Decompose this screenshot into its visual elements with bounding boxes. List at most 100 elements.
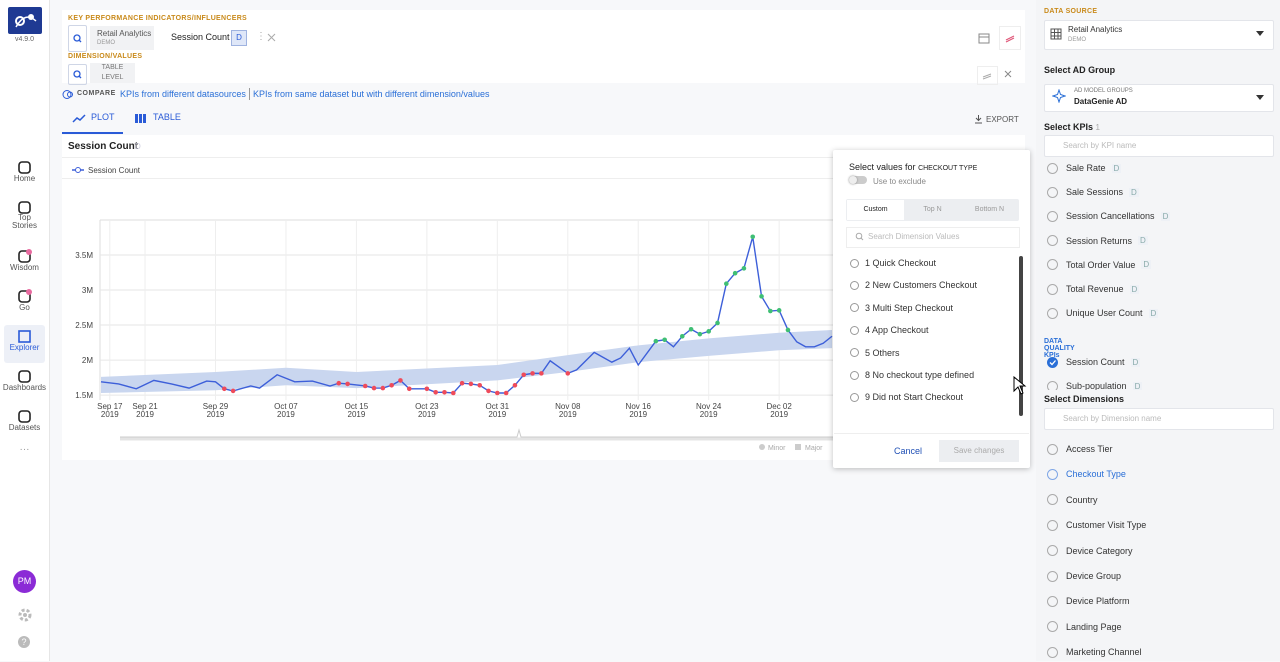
anomaly-marker — [222, 386, 227, 392]
kpi-item[interactable]: Session Returns D — [1044, 231, 1274, 251]
dimension-item[interactable]: Checkout Type — [1044, 464, 1274, 484]
cancel-button[interactable]: Cancel — [894, 446, 923, 456]
popup-value[interactable]: 5 Others — [850, 345, 1015, 361]
dim-search-button[interactable] — [68, 64, 87, 85]
kpi-item[interactable]: Total Revenue D — [1044, 279, 1274, 299]
toggle-label: Use to exclude — [873, 177, 926, 186]
tab[interactable]: PLOT — [91, 112, 115, 122]
kpi-item[interactable]: Unique User Count D — [1044, 303, 1274, 323]
more[interactable]: ··· — [19, 444, 30, 455]
nav-label[interactable]: Wisdom — [10, 263, 39, 272]
nav-icon[interactable] — [17, 200, 32, 215]
source-name: Retail Analytics — [1068, 25, 1123, 34]
logo[interactable] — [8, 7, 42, 34]
dimension-item[interactable]: Device Category — [1044, 541, 1274, 561]
nav-label[interactable]: Home — [13, 174, 36, 183]
nav-icon[interactable] — [17, 409, 32, 424]
toggle[interactable] — [849, 176, 867, 184]
scrollbar[interactable] — [1019, 256, 1023, 416]
dimension-item[interactable]: Access Tier — [1044, 439, 1274, 459]
dimension-item[interactable]: Device Platform — [1044, 591, 1274, 611]
dim-remove[interactable] — [1003, 69, 1013, 79]
section-label: DATA SOURCE — [1044, 8, 1098, 15]
check-circle — [1047, 210, 1058, 222]
navigator — [120, 428, 833, 438]
popup-search[interactable] — [846, 227, 1020, 248]
popup-tab[interactable]: Custom — [847, 200, 904, 220]
settings-icon[interactable] — [17, 607, 33, 623]
anomaly-marker — [785, 327, 791, 333]
nav-label[interactable]: Explorer — [9, 343, 40, 352]
popup-value[interactable]: 1 Quick Checkout — [850, 255, 1015, 271]
nav-label[interactable]: Datasets — [8, 423, 41, 432]
nav-icon[interactable] — [17, 369, 32, 384]
separator — [249, 88, 250, 100]
dimension-item[interactable]: Device Group — [1044, 566, 1274, 586]
dimension-search[interactable] — [1044, 408, 1274, 430]
dimension-item[interactable]: Landing Page — [1044, 617, 1274, 637]
clear-button[interactable] — [999, 26, 1021, 50]
nav-label[interactable]: Dashboards — [2, 383, 47, 392]
check-circle — [1047, 380, 1058, 390]
anomaly-marker — [724, 281, 729, 287]
anomaly-marker — [653, 338, 659, 344]
popup-value[interactable]: 3 Multi Step Checkout — [850, 300, 1015, 316]
popup-tab[interactable]: Bottom N — [974, 206, 1005, 213]
kpi-search[interactable] — [1044, 135, 1274, 157]
kpi-item[interactable]: Session Count D — [1044, 352, 1274, 372]
x-tick-label: Sep 29 2019 — [202, 402, 229, 419]
nav-label[interactable]: Go — [19, 303, 30, 312]
nav-icon[interactable] — [17, 329, 32, 344]
kpi-badge[interactable]: D — [231, 30, 247, 46]
anomaly-marker — [442, 389, 447, 395]
range-label: Minor — [768, 445, 786, 452]
tab[interactable]: TABLE — [153, 112, 181, 122]
avatar[interactable]: PM — [13, 570, 36, 593]
anomaly-marker — [539, 371, 544, 376]
ad-group-tag: AD MODEL GROUPS — [1074, 88, 1133, 94]
popup-value[interactable]: 8 No checkout type defined — [850, 367, 1015, 383]
badge — [26, 249, 32, 255]
icon-shape — [18, 290, 31, 303]
popup-value[interactable]: 2 New Customers Checkout — [850, 277, 1015, 293]
section-title: Select Dimensions — [1044, 394, 1274, 404]
dimension-item[interactable]: Country — [1044, 490, 1274, 510]
anomaly-marker — [371, 385, 377, 391]
kpi-item[interactable]: Sub-population D — [1044, 376, 1274, 390]
kpi-item[interactable]: Sale Rate D — [1044, 158, 1274, 178]
nav-icon[interactable] — [17, 249, 32, 264]
popup-tab[interactable]: Top N — [923, 206, 942, 213]
menu-dots[interactable]: ⋮ — [256, 31, 266, 42]
search-placeholder: Search by Dimension name — [1063, 414, 1162, 423]
chart: Session Count 1.5M 2M 2.5M 3M 3.5M Minor Major — [72, 166, 833, 452]
save-button[interactable]: Save changes — [939, 440, 1019, 462]
popup-value[interactable]: 4 App Checkout — [850, 322, 1015, 338]
nav-icon[interactable] — [17, 160, 32, 175]
x-tick-label: Sep 17 2019 — [97, 402, 123, 419]
popup-value[interactable]: 9 Did not Start Checkout — [850, 389, 1015, 405]
kpi-badge: D — [1160, 211, 1171, 221]
compare-link[interactable]: KPIs from same dataset but with differen… — [253, 89, 490, 99]
calendar-icon[interactable] — [978, 32, 990, 44]
export-button[interactable]: EXPORT — [986, 115, 1019, 124]
remove-icon[interactable] — [266, 32, 277, 43]
dimension-item[interactable]: Customer Visit Type — [1044, 515, 1274, 535]
nav-icon[interactable] — [17, 289, 32, 304]
help-icon[interactable]: ? — [17, 635, 31, 649]
dimension-item[interactable]: Marketing Channel — [1044, 642, 1274, 662]
nav-label[interactable]: Top Stories — [12, 213, 37, 230]
ad-group-select[interactable] — [1044, 84, 1274, 112]
add-icon — [850, 325, 859, 335]
data-source-select[interactable] — [1044, 20, 1274, 50]
x-tick-label: Nov 24 2019 — [696, 402, 722, 419]
dropdown-arrow — [1256, 31, 1264, 36]
search-icon — [855, 232, 864, 241]
compare-link[interactable]: KPIs from different datasources — [120, 89, 246, 99]
kpi-search-button[interactable] — [68, 25, 87, 52]
kpi-item[interactable]: Sale Sessions D — [1044, 182, 1274, 202]
kpi-item[interactable]: Total Order Value D — [1044, 255, 1274, 275]
source-chip[interactable] — [90, 26, 154, 50]
dim-clear[interactable] — [977, 66, 998, 85]
line — [78, 39, 82, 43]
kpi-item[interactable]: Session Cancellations D — [1044, 206, 1274, 226]
